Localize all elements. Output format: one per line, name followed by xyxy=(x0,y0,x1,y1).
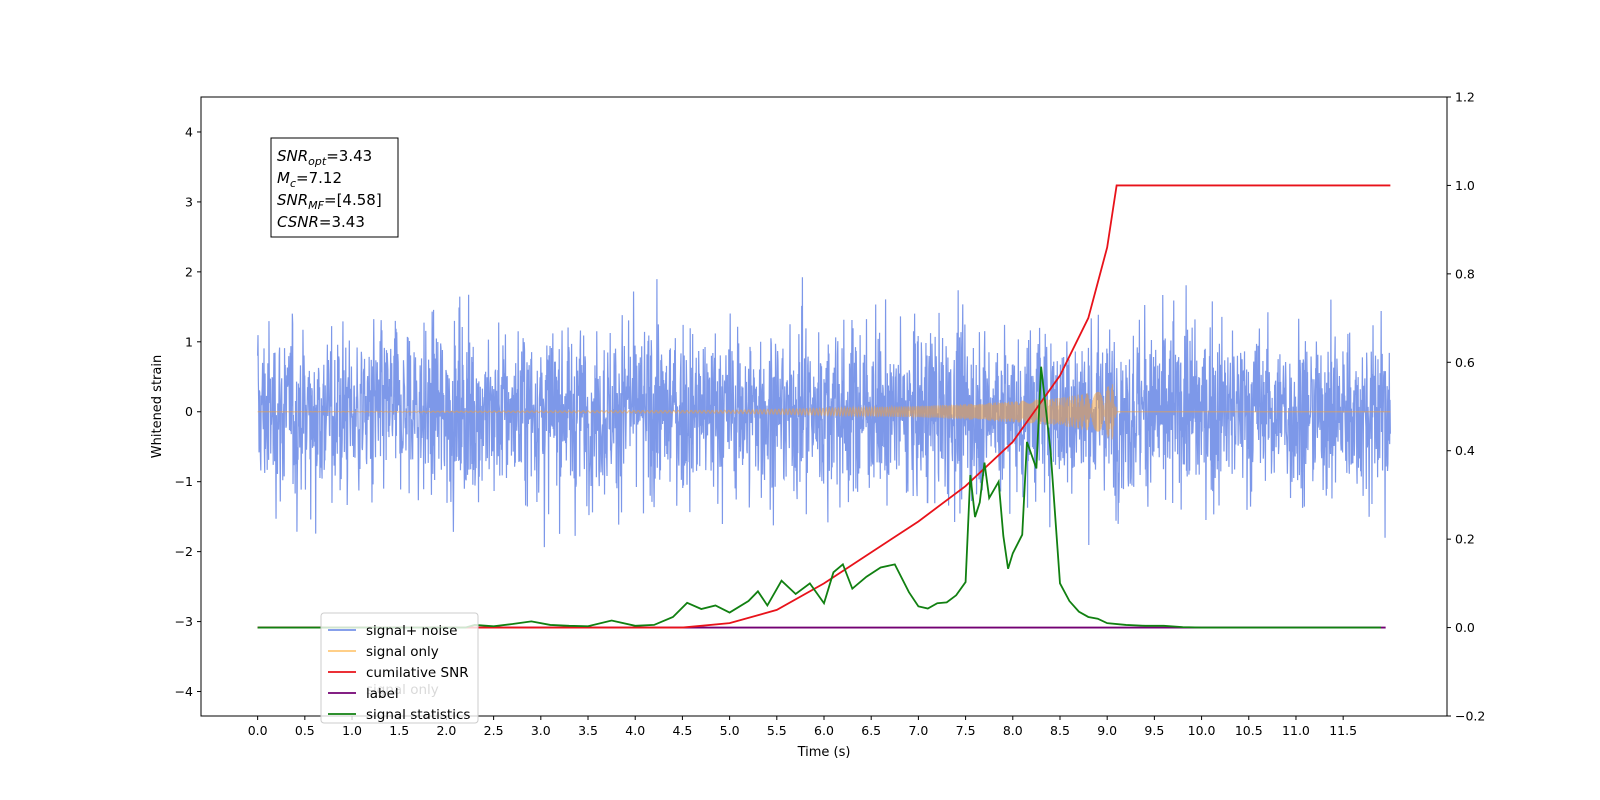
y-right-tick-label: 0.2 xyxy=(1455,532,1475,547)
x-tick-label: 7.0 xyxy=(908,723,928,738)
annotation-value: =7.12 xyxy=(296,169,342,187)
y-right-tick-label: 1.2 xyxy=(1455,90,1475,105)
x-tick-label: 6.0 xyxy=(814,723,834,738)
y-left-tick-label: −1 xyxy=(175,474,193,489)
x-tick-label: 0.5 xyxy=(295,723,315,738)
y-right-tick-label: 1.0 xyxy=(1455,178,1475,193)
annotation-symbol: SNR xyxy=(277,147,308,165)
legend-label: signal+ noise xyxy=(366,623,457,639)
x-tick-label: 1.0 xyxy=(342,723,362,738)
x-tick-label: 10.0 xyxy=(1188,723,1216,738)
legend-label: cumilative SNR xyxy=(366,665,469,681)
annotation-value: =[4.58] xyxy=(324,191,382,209)
legend-label: signal statistics xyxy=(366,707,470,723)
x-tick-label: 5.0 xyxy=(720,723,740,738)
annotation-subscript: MF xyxy=(308,199,324,212)
y-left-tick-label: −3 xyxy=(175,614,193,629)
x-tick-label: 11.5 xyxy=(1329,723,1357,738)
y-axis-label: Whitened strain xyxy=(150,355,165,458)
annotation-subscript: c xyxy=(290,177,296,190)
axes-layer: 0.0 0.5 1.0 1.5 2.0 2.5 3.0 3.5 4.0 4.5 5.0 5.5 6.0 6… xyxy=(150,90,1485,761)
y-left-tick-label: 0 xyxy=(185,404,193,419)
y-left-tick-label: −4 xyxy=(175,684,193,699)
x-tick-label: 0.0 xyxy=(248,723,268,738)
x-tick-label: 11.0 xyxy=(1282,723,1310,738)
y-right-tick-label: 0.8 xyxy=(1455,266,1475,281)
x-tick-label: 8.0 xyxy=(1003,723,1023,738)
x-tick-label: 7.5 xyxy=(956,723,976,738)
series-signal-noise xyxy=(257,277,1391,548)
x-tick-label: 3.0 xyxy=(531,723,551,738)
legend-label: label xyxy=(366,686,399,702)
series-signal-statistics xyxy=(257,366,1381,629)
x-tick-label: 1.5 xyxy=(389,723,409,738)
annotation-line: SNRMF=[4.58] xyxy=(277,191,382,212)
x-tick-label: 9.5 xyxy=(1144,723,1164,738)
annotation-subscript: opt xyxy=(308,155,327,168)
annotation-symbol: M xyxy=(277,169,290,187)
x-axis-label: Time (s) xyxy=(797,745,851,760)
legend-frame xyxy=(320,612,479,724)
annotation-value: =3.43 xyxy=(319,213,365,231)
x-tick-label: 5.5 xyxy=(767,723,787,738)
annotation-symbol: SNR xyxy=(277,191,308,209)
x-tick-label: 2.5 xyxy=(484,723,504,738)
y-left-tick-label: 3 xyxy=(185,194,193,209)
x-tick-label: 4.5 xyxy=(672,723,692,738)
annotation-line: CSNR=3.43 xyxy=(277,213,365,231)
plot-data-layer xyxy=(257,184,1391,629)
annotation-frame xyxy=(270,137,399,238)
legend-label: signal only xyxy=(366,644,439,660)
x-tick-label: 4.0 xyxy=(625,723,645,738)
annotation-symbol: CSNR xyxy=(277,213,319,231)
x-tick-label: 2.0 xyxy=(436,723,456,738)
annotation-value: =3.43 xyxy=(326,147,372,165)
x-tick-label: 8.5 xyxy=(1050,723,1070,738)
y-left-tick-label: 1 xyxy=(185,334,193,349)
series-signal-only xyxy=(257,384,1391,440)
y-left-tick-label: 2 xyxy=(185,264,193,279)
annotation-line: SNRopt=3.43 xyxy=(277,147,372,168)
y-left-tick-label: −2 xyxy=(175,544,193,559)
x-tick-label: 3.5 xyxy=(578,723,598,738)
x-tick-label: 6.5 xyxy=(861,723,881,738)
x-tick-label: 9.0 xyxy=(1097,723,1117,738)
legend-overlap-text: signal only xyxy=(366,682,439,698)
y-left-tick-label: 4 xyxy=(185,124,193,139)
y-right-tick-label: 0.4 xyxy=(1455,443,1475,458)
x-tick-label: 10.5 xyxy=(1235,723,1263,738)
y-right-tick-label: 0.0 xyxy=(1455,620,1475,635)
annotation-line: Mc=7.12 xyxy=(277,169,342,190)
series-cumulative-snr xyxy=(257,184,1391,629)
y-right-tick-label: −0.2 xyxy=(1455,709,1485,724)
y-right-tick-label: 0.6 xyxy=(1455,355,1475,370)
